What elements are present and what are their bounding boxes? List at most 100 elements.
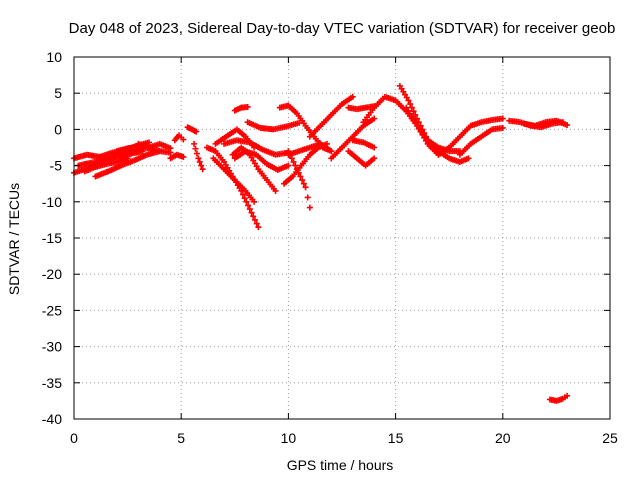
data-point	[412, 111, 419, 118]
data-point	[285, 162, 292, 169]
data-point	[180, 153, 187, 160]
data-layer	[71, 82, 571, 404]
data-point	[349, 93, 356, 100]
x-tick-label: 0	[70, 430, 78, 446]
data-point	[180, 136, 187, 143]
series-track-13	[210, 155, 258, 205]
x-tick-label: 15	[388, 430, 404, 446]
data-point	[417, 128, 424, 135]
data-point	[248, 209, 255, 216]
data-point	[297, 173, 304, 180]
series-track-19	[244, 119, 303, 133]
y-tick-label: -25	[42, 302, 62, 318]
y-tick-label: 0	[54, 121, 62, 137]
data-point	[300, 180, 307, 187]
y-tick-label: 10	[46, 49, 62, 65]
y-tick-label: -15	[42, 230, 62, 246]
data-point	[292, 162, 299, 169]
data-point	[199, 166, 206, 173]
series-track-18	[231, 103, 251, 114]
data-point	[304, 194, 311, 201]
series-track-29	[360, 93, 463, 155]
series-track-05	[81, 155, 131, 175]
data-point	[243, 198, 250, 205]
data-point	[328, 148, 335, 155]
series-track-03	[75, 148, 146, 169]
series-track-17	[231, 148, 292, 173]
series-track-08	[171, 132, 187, 144]
data-point	[406, 110, 413, 117]
y-tick-label: -30	[42, 339, 62, 355]
data-point	[193, 150, 200, 157]
series-track-11	[191, 140, 206, 173]
data-point	[405, 107, 412, 114]
data-point	[408, 104, 415, 111]
data-point	[421, 134, 428, 141]
data-point	[410, 108, 417, 115]
data-point	[246, 206, 253, 213]
data-point	[371, 144, 378, 151]
data-point	[290, 158, 297, 165]
series-track-36	[546, 392, 571, 404]
data-point	[299, 177, 306, 184]
series-track-23	[285, 140, 335, 158]
y-tick-label: -5	[50, 158, 63, 174]
data-point	[407, 101, 414, 108]
data-point	[251, 198, 258, 205]
series-track-24	[306, 93, 356, 140]
data-point	[272, 187, 279, 194]
data-point	[564, 392, 571, 399]
data-point	[410, 116, 417, 123]
y-tick-label: -40	[42, 411, 62, 427]
x-tick-label: 25	[602, 430, 618, 446]
data-point	[239, 191, 246, 198]
data-point	[302, 184, 309, 191]
data-point	[167, 145, 174, 152]
data-point	[564, 122, 571, 129]
data-point	[195, 155, 202, 162]
data-point	[371, 115, 378, 122]
x-tick-label: 10	[281, 430, 297, 446]
y-tick-label: -35	[42, 375, 62, 391]
data-point	[245, 202, 252, 209]
y-tick-label: -20	[42, 266, 62, 282]
data-point	[405, 97, 412, 104]
data-point	[415, 125, 422, 132]
data-point	[371, 155, 378, 162]
data-point	[253, 220, 260, 227]
data-point	[241, 195, 248, 202]
data-point	[191, 140, 198, 147]
data-point	[255, 224, 262, 231]
series-track-27	[349, 137, 378, 151]
series-track-07	[135, 140, 174, 152]
x-tick-label: 20	[495, 430, 511, 446]
y-tick-label: -10	[42, 194, 62, 210]
chart-title: Day 048 of 2023, Sidereal Day-to-day VTE…	[69, 20, 616, 37]
data-point	[192, 145, 199, 152]
data-point	[422, 137, 429, 144]
data-point	[306, 204, 313, 211]
x-axis-label: GPS time / hours	[287, 457, 394, 473]
grid-layer	[74, 57, 610, 419]
data-point	[193, 128, 200, 135]
series-track-09	[167, 151, 187, 162]
data-point	[124, 155, 131, 162]
data-point	[403, 104, 410, 111]
data-point	[198, 162, 205, 169]
data-point	[465, 155, 472, 162]
series-track-32	[424, 115, 506, 158]
y-axis-label: SDTVAR / TECUs	[6, 183, 22, 295]
series-track-26	[345, 148, 378, 169]
series-track-25	[328, 115, 378, 162]
data-point	[408, 113, 415, 120]
x-tick-label: 5	[177, 430, 185, 446]
data-point	[146, 139, 153, 146]
data-point	[412, 119, 419, 126]
y-tick-label: 5	[54, 85, 62, 101]
data-point	[414, 122, 421, 129]
series-track-10	[184, 124, 200, 135]
data-point	[414, 115, 421, 122]
data-point	[499, 115, 506, 122]
tick-layer: 0 5 10 15 20 25 10 5 0 -5 -10 -15 -20 -25 -30 -35 -40	[42, 49, 618, 446]
